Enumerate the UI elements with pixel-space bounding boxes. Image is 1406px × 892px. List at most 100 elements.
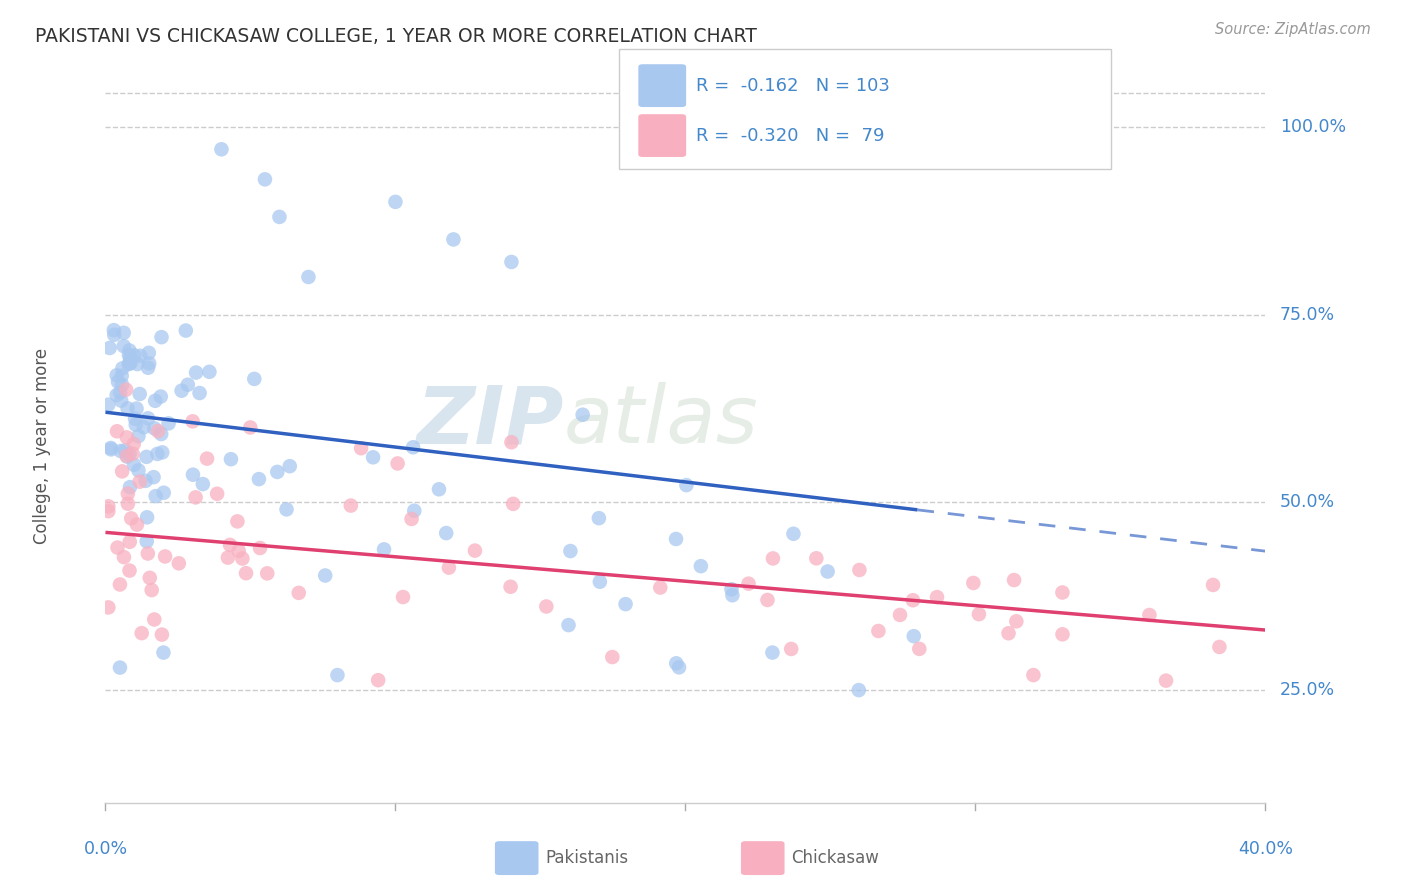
Point bbox=[135, 534, 157, 549]
Point bbox=[177, 377, 200, 392]
Point bbox=[762, 551, 785, 566]
Point bbox=[198, 365, 221, 379]
Point bbox=[373, 542, 395, 557]
Point bbox=[226, 515, 249, 529]
Point bbox=[181, 467, 204, 482]
Point bbox=[401, 512, 423, 526]
Point bbox=[143, 612, 166, 626]
Point bbox=[314, 568, 336, 582]
Point bbox=[278, 459, 301, 474]
Point bbox=[256, 566, 278, 581]
Point bbox=[502, 497, 524, 511]
Point bbox=[1202, 578, 1225, 592]
Point bbox=[614, 597, 637, 611]
Point bbox=[243, 372, 266, 386]
Point bbox=[174, 324, 197, 338]
Point bbox=[817, 565, 839, 579]
Point bbox=[1022, 668, 1045, 682]
Point bbox=[239, 420, 262, 434]
Point bbox=[100, 441, 122, 455]
Point bbox=[138, 356, 160, 370]
Point bbox=[231, 551, 253, 566]
Point bbox=[721, 588, 744, 602]
Point bbox=[392, 590, 415, 604]
Point bbox=[105, 424, 128, 438]
Point bbox=[98, 341, 121, 355]
Point bbox=[340, 499, 363, 513]
Point bbox=[326, 668, 349, 682]
Text: 0.0%: 0.0% bbox=[83, 840, 128, 858]
Point bbox=[780, 642, 803, 657]
Point bbox=[115, 383, 138, 397]
Point bbox=[427, 483, 450, 497]
Point bbox=[129, 349, 152, 363]
Point bbox=[118, 534, 141, 549]
Point bbox=[118, 447, 141, 461]
Point bbox=[848, 683, 870, 698]
Point bbox=[367, 673, 389, 688]
Point bbox=[782, 526, 804, 541]
Point bbox=[188, 386, 211, 401]
Point bbox=[115, 449, 138, 463]
Point bbox=[266, 465, 288, 479]
Point bbox=[441, 232, 464, 246]
Point bbox=[112, 326, 135, 340]
Point bbox=[127, 357, 149, 371]
Point bbox=[138, 346, 160, 360]
Point bbox=[141, 583, 163, 598]
Point bbox=[103, 327, 125, 342]
Point bbox=[117, 486, 139, 500]
Point bbox=[181, 414, 204, 428]
Point bbox=[499, 580, 522, 594]
Point bbox=[665, 657, 688, 671]
Point bbox=[269, 210, 291, 224]
Point bbox=[112, 339, 135, 353]
Point bbox=[434, 526, 457, 541]
Point bbox=[143, 393, 166, 408]
Point bbox=[536, 599, 558, 614]
Point bbox=[139, 571, 162, 585]
Text: atlas: atlas bbox=[564, 382, 758, 460]
Text: PAKISTANI VS CHICKASAW COLLEGE, 1 YEAR OR MORE CORRELATION CHART: PAKISTANI VS CHICKASAW COLLEGE, 1 YEAR O… bbox=[35, 27, 756, 45]
Point bbox=[136, 510, 159, 524]
Point bbox=[100, 442, 122, 457]
Point bbox=[127, 429, 149, 443]
Point bbox=[111, 361, 134, 376]
Point bbox=[97, 504, 120, 518]
Point bbox=[152, 646, 174, 660]
Point bbox=[191, 477, 214, 491]
Point bbox=[110, 393, 132, 408]
Point bbox=[131, 626, 153, 640]
Point bbox=[105, 368, 128, 383]
Point bbox=[253, 172, 276, 186]
Point bbox=[150, 427, 173, 442]
Point bbox=[157, 417, 180, 431]
Point bbox=[122, 437, 145, 451]
Point bbox=[127, 463, 149, 477]
Point bbox=[143, 421, 166, 435]
Point bbox=[737, 576, 759, 591]
Point bbox=[1208, 640, 1230, 654]
Point bbox=[120, 351, 142, 365]
Point bbox=[117, 401, 139, 416]
Point bbox=[97, 500, 120, 514]
Point bbox=[150, 627, 173, 641]
Point bbox=[350, 441, 373, 455]
Point bbox=[848, 563, 870, 577]
Point bbox=[437, 560, 460, 574]
Text: 50.0%: 50.0% bbox=[1279, 493, 1336, 511]
Point bbox=[135, 450, 157, 464]
Point bbox=[117, 497, 139, 511]
Text: R =  -0.162   N = 103: R = -0.162 N = 103 bbox=[696, 77, 890, 95]
Point bbox=[249, 541, 271, 555]
Point bbox=[1002, 573, 1025, 587]
Point bbox=[501, 255, 523, 269]
Point bbox=[118, 348, 141, 362]
Point bbox=[756, 593, 779, 607]
Text: 100.0%: 100.0% bbox=[1279, 118, 1346, 136]
Point bbox=[122, 458, 145, 472]
Point bbox=[128, 387, 150, 401]
Point bbox=[868, 624, 890, 638]
Point bbox=[925, 590, 948, 604]
Point bbox=[387, 457, 409, 471]
